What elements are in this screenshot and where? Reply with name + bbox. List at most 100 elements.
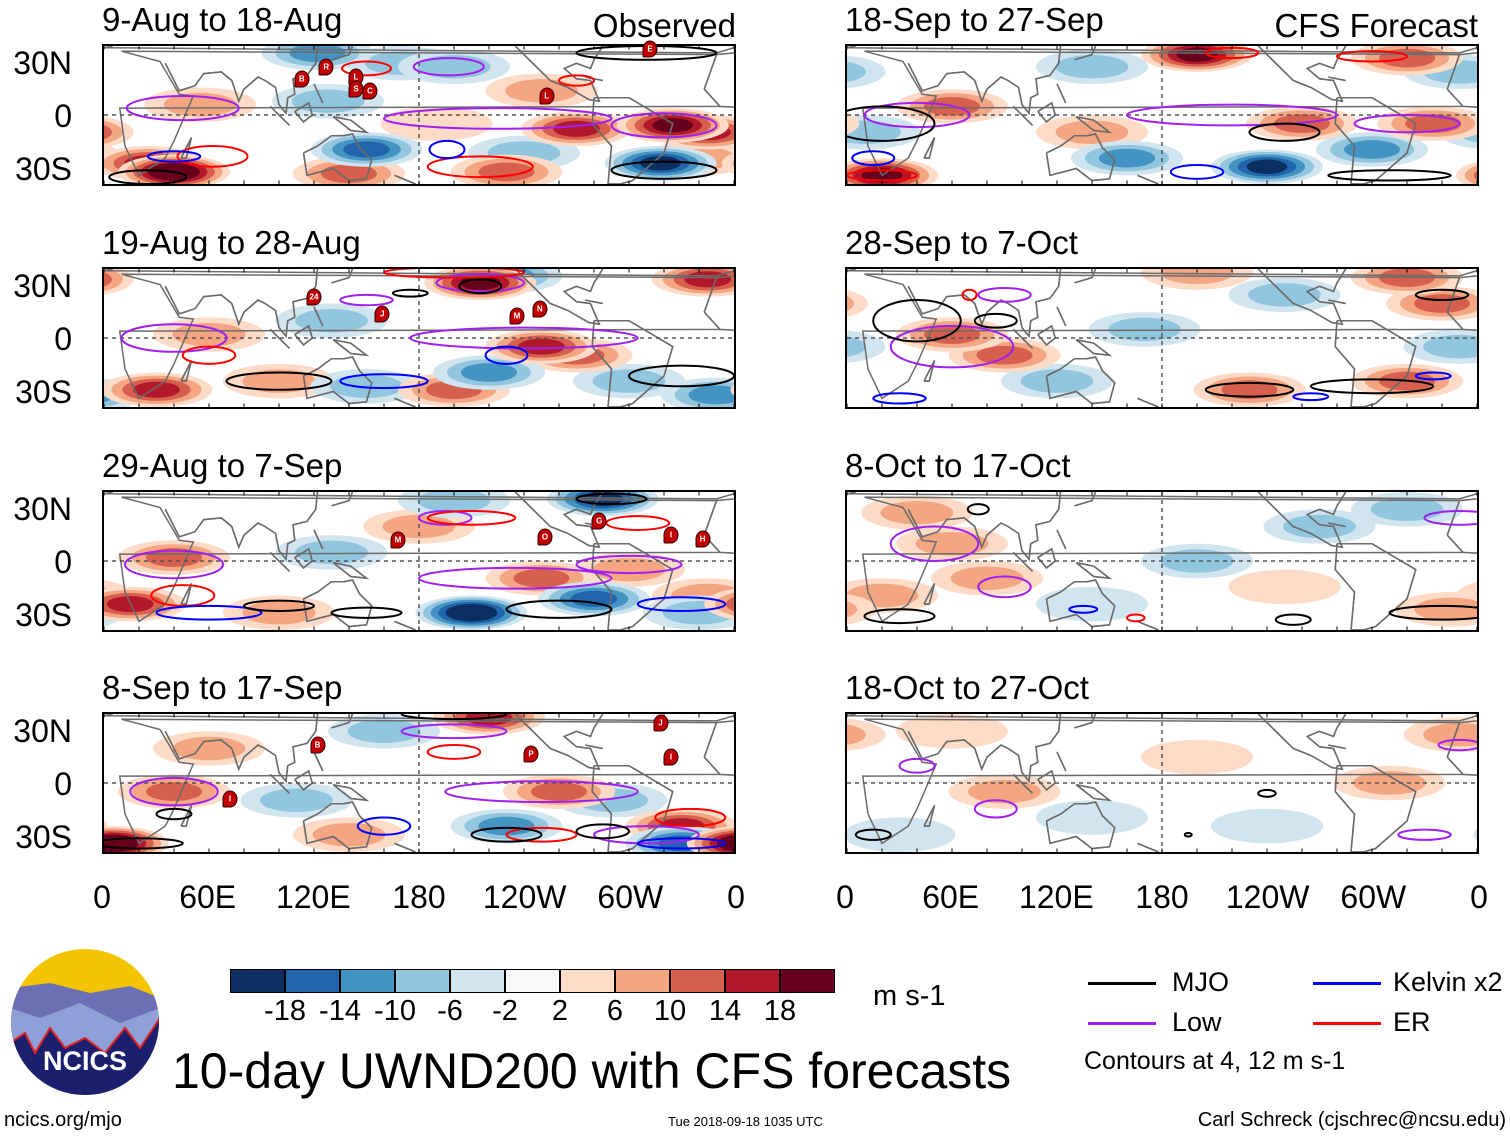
coastline xyxy=(1013,329,1032,348)
mjo-contour xyxy=(1206,383,1294,397)
coastline xyxy=(515,269,603,324)
coastline xyxy=(104,492,717,499)
lon-label: 120W xyxy=(482,879,567,915)
map-panel: 24 J M N xyxy=(102,267,736,409)
wind-anomaly-shading xyxy=(1464,165,1477,184)
low-contour xyxy=(402,724,507,738)
coastline xyxy=(717,46,735,53)
coastline xyxy=(333,785,366,801)
coastline xyxy=(1460,492,1478,499)
colorbar-label: -14 xyxy=(319,995,361,1027)
coastline xyxy=(333,563,366,579)
coastline xyxy=(270,774,289,793)
wind-anomaly-shading xyxy=(847,55,886,89)
mjo-contour xyxy=(847,106,935,141)
panel-title: 19-Aug to 28-Aug xyxy=(102,224,361,261)
colorbar-label: 6 xyxy=(606,995,624,1027)
tropical-cyclone-icon: M xyxy=(509,307,525,325)
coastline xyxy=(1138,621,1159,630)
wind-anomaly-shading xyxy=(896,714,1008,749)
wind-anomaly-shading xyxy=(847,594,877,625)
low-contour xyxy=(900,759,935,773)
tropical-cyclone-icon: C xyxy=(362,82,378,100)
contour-note: Contours at 4, 12 m s-1 xyxy=(1084,1047,1346,1075)
coastline xyxy=(165,46,317,113)
tropical-cyclone-icon: H xyxy=(695,530,710,548)
mjo-contour xyxy=(873,300,961,341)
tropical-cyclone-icon: N xyxy=(532,300,548,318)
coastline xyxy=(1138,175,1159,184)
source-url[interactable]: ncics.org/mjo xyxy=(4,1109,122,1131)
coastline xyxy=(1057,84,1066,103)
forecast-label: CFS Forecast xyxy=(1274,7,1478,44)
map-plot xyxy=(104,492,734,630)
coastline xyxy=(1335,544,1416,630)
ncics-logo: NCICS xyxy=(11,949,159,1095)
wind-anomaly-shading xyxy=(330,374,403,399)
lat-label: 30N xyxy=(13,45,72,81)
coastline xyxy=(1258,492,1346,547)
wind-anomaly-shading xyxy=(847,120,901,144)
kelvin-contour xyxy=(852,151,894,165)
colorbar-swatch xyxy=(780,969,835,993)
wind-anomaly-shading xyxy=(104,125,112,140)
mjo-contour xyxy=(1416,290,1469,300)
coastline xyxy=(515,492,603,547)
mjo-contour xyxy=(104,838,183,848)
coastline xyxy=(847,714,1460,721)
coastline xyxy=(1057,307,1066,326)
mjo-contour xyxy=(227,373,332,390)
er-contour xyxy=(507,828,577,842)
tropical-cyclone-icon: 24 xyxy=(306,288,322,306)
mjo-contour xyxy=(975,314,1017,328)
wind-anomaly-shading xyxy=(1473,170,1477,181)
mjo-contour xyxy=(472,828,542,842)
wind-anomaly-shading xyxy=(531,782,587,801)
legend-label-mjo: MJO xyxy=(1172,967,1229,997)
coastline xyxy=(847,269,1460,276)
low-contour xyxy=(978,288,1031,302)
coastline xyxy=(592,98,673,184)
tropical-cyclone-icon: I xyxy=(663,748,679,766)
lon-label: 180 xyxy=(1135,879,1189,915)
tropical-cyclone-icon: L xyxy=(539,87,555,105)
low-contour xyxy=(1127,105,1337,126)
tropical-cyclone-icon: I xyxy=(222,790,238,808)
coastline xyxy=(585,300,603,303)
er-contour xyxy=(1337,51,1407,61)
wind-anomaly-shading xyxy=(260,788,333,812)
coastline xyxy=(1038,549,1056,568)
kelvin-contour xyxy=(1069,606,1097,613)
coastline xyxy=(181,137,192,158)
wind-anomaly-shading xyxy=(1228,569,1341,605)
mjo-contour xyxy=(629,366,734,387)
wind-anomaly-shading xyxy=(146,782,202,801)
wind-anomaly-shading xyxy=(312,823,386,847)
map-panel xyxy=(845,267,1479,409)
coastline xyxy=(332,269,353,283)
lat-label: 30S xyxy=(15,151,72,187)
coastline xyxy=(120,51,720,175)
tropical-cyclone-icon: I xyxy=(663,526,679,544)
coastline xyxy=(181,360,192,381)
coastline xyxy=(270,106,289,125)
coastline xyxy=(181,805,192,826)
coastline xyxy=(908,46,1060,113)
low-contour xyxy=(410,328,638,349)
mjo-contour xyxy=(577,824,630,838)
wind-anomaly-shading xyxy=(513,568,570,588)
coastline xyxy=(304,802,372,849)
wind-anomaly-shading xyxy=(688,385,734,405)
coastline xyxy=(1038,103,1056,122)
coastline xyxy=(304,580,372,627)
coastline xyxy=(717,269,735,276)
legend-label-er: ER xyxy=(1393,1007,1431,1037)
tropical-cyclone-icon: S xyxy=(348,80,364,98)
lat-label: 30N xyxy=(13,268,72,304)
mjo-contour xyxy=(1328,170,1451,180)
coastline xyxy=(165,714,317,781)
mjo-contour xyxy=(865,609,935,623)
wind-anomaly-shading xyxy=(732,159,734,167)
